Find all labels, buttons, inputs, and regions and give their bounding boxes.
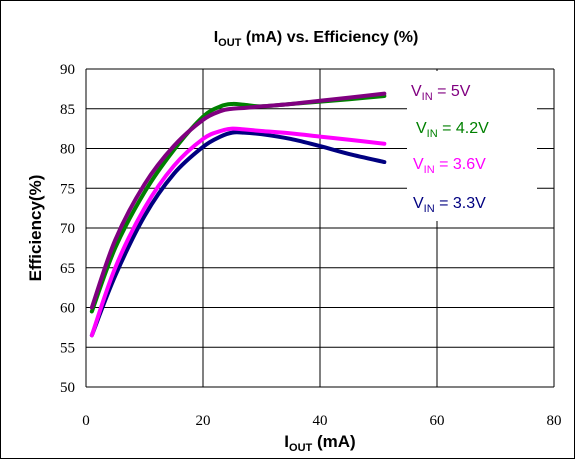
x-tick-label: 0 <box>82 413 90 429</box>
series-line <box>89 126 387 338</box>
legend-box <box>407 71 537 221</box>
legend-entry: VIN = 3.3V <box>413 195 486 215</box>
series-lines <box>89 91 387 338</box>
y-tick-label: 60 <box>60 301 75 317</box>
y-tick-label: 55 <box>60 340 75 356</box>
y-axis-title: Efficiency(%) <box>26 175 45 282</box>
y-tick-label: 90 <box>60 62 75 78</box>
y-tick-label: 75 <box>60 181 75 197</box>
x-tick-label: 20 <box>196 413 211 429</box>
x-axis-title: IOUT (mA) <box>284 432 355 454</box>
x-tick-label: 60 <box>430 413 445 429</box>
y-tick-label: 50 <box>60 380 75 396</box>
y-tick-label: 70 <box>60 221 75 237</box>
y-tick-label: 85 <box>60 102 75 118</box>
legend-entry: VIN = 5V <box>411 83 471 103</box>
legend: VIN = 5V VIN = 4.2V VIN = 3.6V VIN = 3.3V <box>407 71 537 221</box>
tick-labels: 50 55 60 65 70 75 80 85 90 0 20 40 60 80 <box>60 62 562 429</box>
legend-entry: VIN = 3.6V <box>413 156 486 176</box>
series-line <box>89 91 387 310</box>
y-tick-label: 80 <box>60 142 75 158</box>
series-line <box>89 130 387 338</box>
y-tick-label: 65 <box>60 261 75 277</box>
chart-title: IOUT (mA) vs. Efficiency (%) <box>214 29 419 49</box>
legend-entry: VIN = 4.2V <box>416 120 489 140</box>
x-tick-label: 80 <box>547 413 562 429</box>
x-tick-label: 40 <box>313 413 328 429</box>
